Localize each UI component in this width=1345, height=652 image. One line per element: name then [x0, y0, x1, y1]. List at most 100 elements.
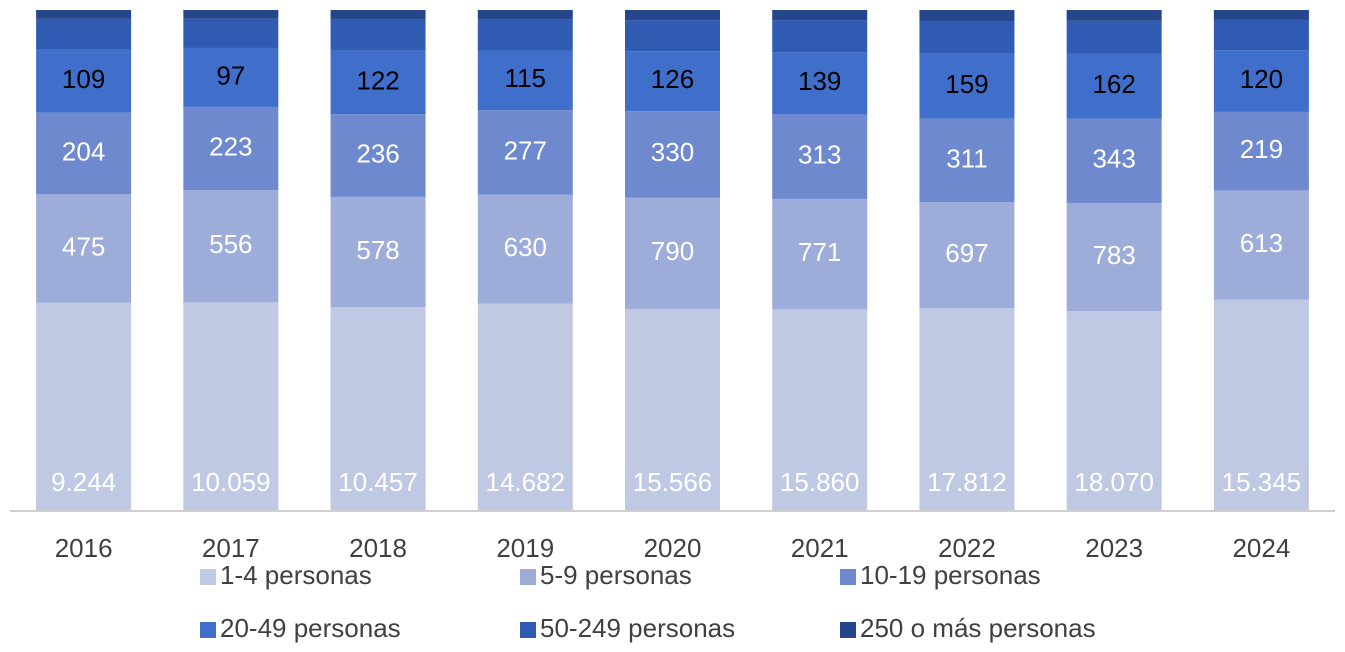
- bar-segment: [772, 52, 868, 115]
- data-label: 18.070: [1074, 467, 1154, 497]
- bar-segment: [625, 20, 720, 52]
- x-tick-label: 2021: [791, 533, 849, 563]
- bar-segment: [1066, 20, 1162, 54]
- data-label: 15.566: [633, 467, 713, 497]
- bar-segment: [625, 309, 720, 510]
- bar-segment: [477, 110, 573, 195]
- bar-segment: [1066, 10, 1162, 21]
- bar-segment: [1213, 299, 1309, 510]
- data-label: 120: [1240, 64, 1283, 94]
- data-label: 311: [946, 143, 987, 173]
- data-label: 162: [1092, 69, 1135, 99]
- bar-segment: [477, 50, 573, 111]
- legend-swatch: [520, 622, 536, 638]
- data-label: 556: [209, 229, 252, 259]
- bar-segment: [36, 194, 132, 303]
- data-label: 783: [1092, 240, 1135, 270]
- bar-segment: [477, 303, 573, 510]
- bar-segment: [919, 308, 1015, 510]
- bar-segment: [1066, 203, 1162, 312]
- data-label: 630: [504, 232, 547, 262]
- bar-segment: [1066, 118, 1162, 204]
- bar-segment: [330, 114, 426, 197]
- x-tick-label: 2024: [1232, 533, 1290, 563]
- data-label: 15.345: [1222, 467, 1302, 497]
- bar-segment: [330, 19, 426, 51]
- data-label: 277: [504, 135, 547, 165]
- bar-segment: [772, 20, 868, 53]
- data-label: 223: [209, 131, 252, 161]
- bar-segment: [1213, 111, 1309, 191]
- bar-segment: [183, 10, 279, 19]
- data-label: 313: [798, 140, 841, 170]
- bar-segment: [183, 190, 279, 303]
- data-label: 10.457: [338, 467, 418, 497]
- data-label: 17.812: [927, 467, 1007, 497]
- bar-segment: [772, 10, 868, 21]
- legend-label: 1-4 personas: [220, 560, 372, 590]
- bar-segment: [477, 10, 573, 20]
- bar-segment: [183, 302, 279, 510]
- bar-segment: [919, 21, 1015, 54]
- bar-segment: [625, 197, 720, 310]
- bar-segment: [772, 198, 868, 310]
- bar-segment: [36, 18, 132, 50]
- bar-segment: [183, 106, 279, 191]
- x-tick-label: 2020: [644, 533, 702, 563]
- data-label: 97: [216, 60, 245, 90]
- data-label: 10.059: [191, 467, 271, 497]
- bar-segment: [183, 18, 279, 48]
- bar-segment: [183, 47, 279, 107]
- data-label: 475: [62, 231, 105, 261]
- bar-segment: [919, 53, 1015, 119]
- bar-segment: [919, 202, 1015, 309]
- x-tick-label: 2023: [1085, 533, 1143, 563]
- data-label: 236: [356, 138, 399, 168]
- x-tick-label: 2022: [938, 533, 996, 563]
- bar-segment: [772, 114, 868, 199]
- data-label: 204: [62, 136, 105, 166]
- bar-segment: [1066, 53, 1162, 119]
- bar-segment: [36, 49, 132, 113]
- bar-segment: [330, 50, 426, 115]
- bar-segment: [36, 302, 132, 510]
- legend-label: 250 o más personas: [860, 613, 1096, 643]
- bar-segment: [1213, 19, 1309, 51]
- bar-segment: [1213, 50, 1309, 112]
- data-label: 343: [1092, 144, 1135, 174]
- legend-label: 20-49 personas: [220, 613, 401, 643]
- data-label: 159: [945, 69, 988, 99]
- legend-swatch: [520, 569, 536, 585]
- x-tick-label: 2018: [349, 533, 407, 563]
- data-label: 14.682: [486, 467, 566, 497]
- legend-swatch: [200, 569, 216, 585]
- bar-segment: [625, 10, 720, 21]
- data-label: 115: [505, 63, 546, 93]
- bar-segment: [1066, 311, 1162, 510]
- legend-label: 50-249 personas: [540, 613, 735, 643]
- bar-segment: [1213, 190, 1309, 300]
- legend-swatch: [840, 569, 856, 585]
- data-label: 126: [651, 64, 694, 94]
- bar-segment: [330, 307, 426, 510]
- data-label: 219: [1240, 134, 1283, 164]
- data-label: 15.860: [780, 467, 860, 497]
- legend-swatch: [200, 622, 216, 638]
- data-label: 771: [798, 237, 841, 267]
- bar-segment: [1213, 10, 1309, 20]
- x-tick-label: 2017: [202, 533, 260, 563]
- bar-segment: [330, 10, 426, 20]
- x-tick-label: 2016: [55, 533, 113, 563]
- data-label: 330: [651, 137, 694, 167]
- bar-segment: [330, 196, 426, 308]
- data-label: 697: [945, 238, 988, 268]
- bar-segment: [772, 309, 868, 510]
- data-label: 613: [1240, 228, 1283, 258]
- bar-segment: [625, 51, 720, 112]
- bar-segment: [919, 118, 1015, 203]
- bar-segment: [477, 19, 573, 51]
- legend-swatch: [840, 622, 856, 638]
- bar-segment: [919, 10, 1015, 22]
